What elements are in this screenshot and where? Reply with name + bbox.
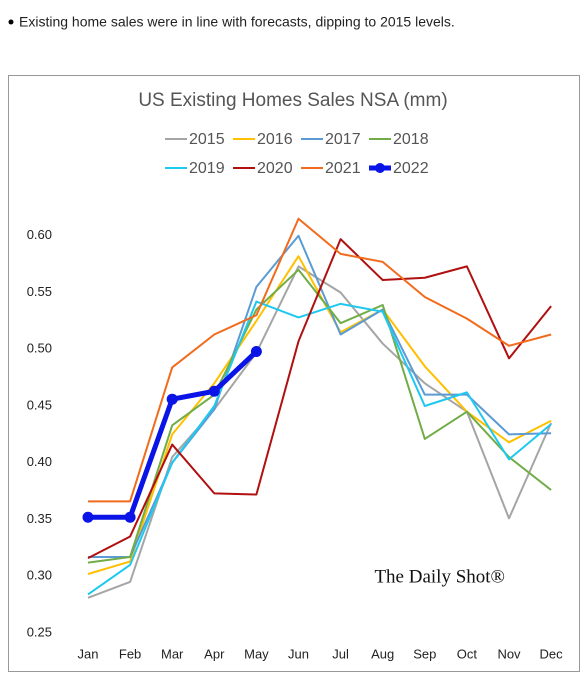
x-tick-label: May: [244, 646, 269, 661]
y-tick-label: 0.55: [27, 284, 52, 299]
series-marker: [208, 385, 220, 397]
legend-label: 2017: [325, 131, 361, 148]
x-tick-label: Aug: [371, 646, 394, 661]
series-line: [87, 238, 552, 559]
chart-frame: [8, 75, 580, 672]
y-tick-label: 0.45: [27, 397, 52, 412]
bullet: [8, 19, 14, 25]
x-tick-label: Jan: [78, 646, 99, 661]
legend-label: 2021: [325, 160, 361, 177]
watermark: The Daily Shot®: [374, 566, 505, 587]
series-line: [87, 268, 552, 564]
series-marker: [82, 511, 94, 523]
x-tick-label: Jun: [288, 646, 309, 661]
legend-label: 2019: [189, 160, 225, 177]
legend-label: 2018: [393, 131, 429, 148]
y-tick-label: 0.25: [27, 624, 52, 639]
x-tick-label: Dec: [540, 646, 564, 661]
x-tick-label: Mar: [161, 646, 184, 661]
legend-label: 2020: [257, 160, 293, 177]
legend-label: 2015: [189, 131, 225, 148]
y-tick-label: 0.35: [27, 511, 52, 526]
x-tick-label: Apr: [204, 646, 225, 661]
series-line: [87, 255, 552, 575]
x-tick-label: Feb: [119, 646, 141, 661]
series-marker: [124, 511, 136, 523]
series-marker: [250, 346, 262, 358]
series-line: [87, 300, 552, 596]
x-tick-label: Sep: [413, 646, 436, 661]
series-marker: [166, 393, 178, 405]
x-tick-label: Jul: [332, 646, 349, 661]
y-tick-label: 0.60: [27, 227, 52, 242]
y-tick-label: 0.40: [27, 454, 52, 469]
y-tick-label: 0.30: [27, 568, 52, 583]
series-line: [88, 217, 552, 503]
x-tick-label: Nov: [497, 646, 521, 661]
chart-title: US Existing Homes Sales NSA (mm): [138, 90, 447, 111]
y-tick-label: 0.50: [27, 341, 52, 356]
legend-label: 2022: [393, 160, 429, 177]
note: Existing home sales were in line with fo…: [19, 14, 455, 30]
legend-label: 2016: [257, 131, 293, 148]
x-tick-label: Oct: [457, 646, 478, 661]
legend-marker: [375, 163, 385, 173]
